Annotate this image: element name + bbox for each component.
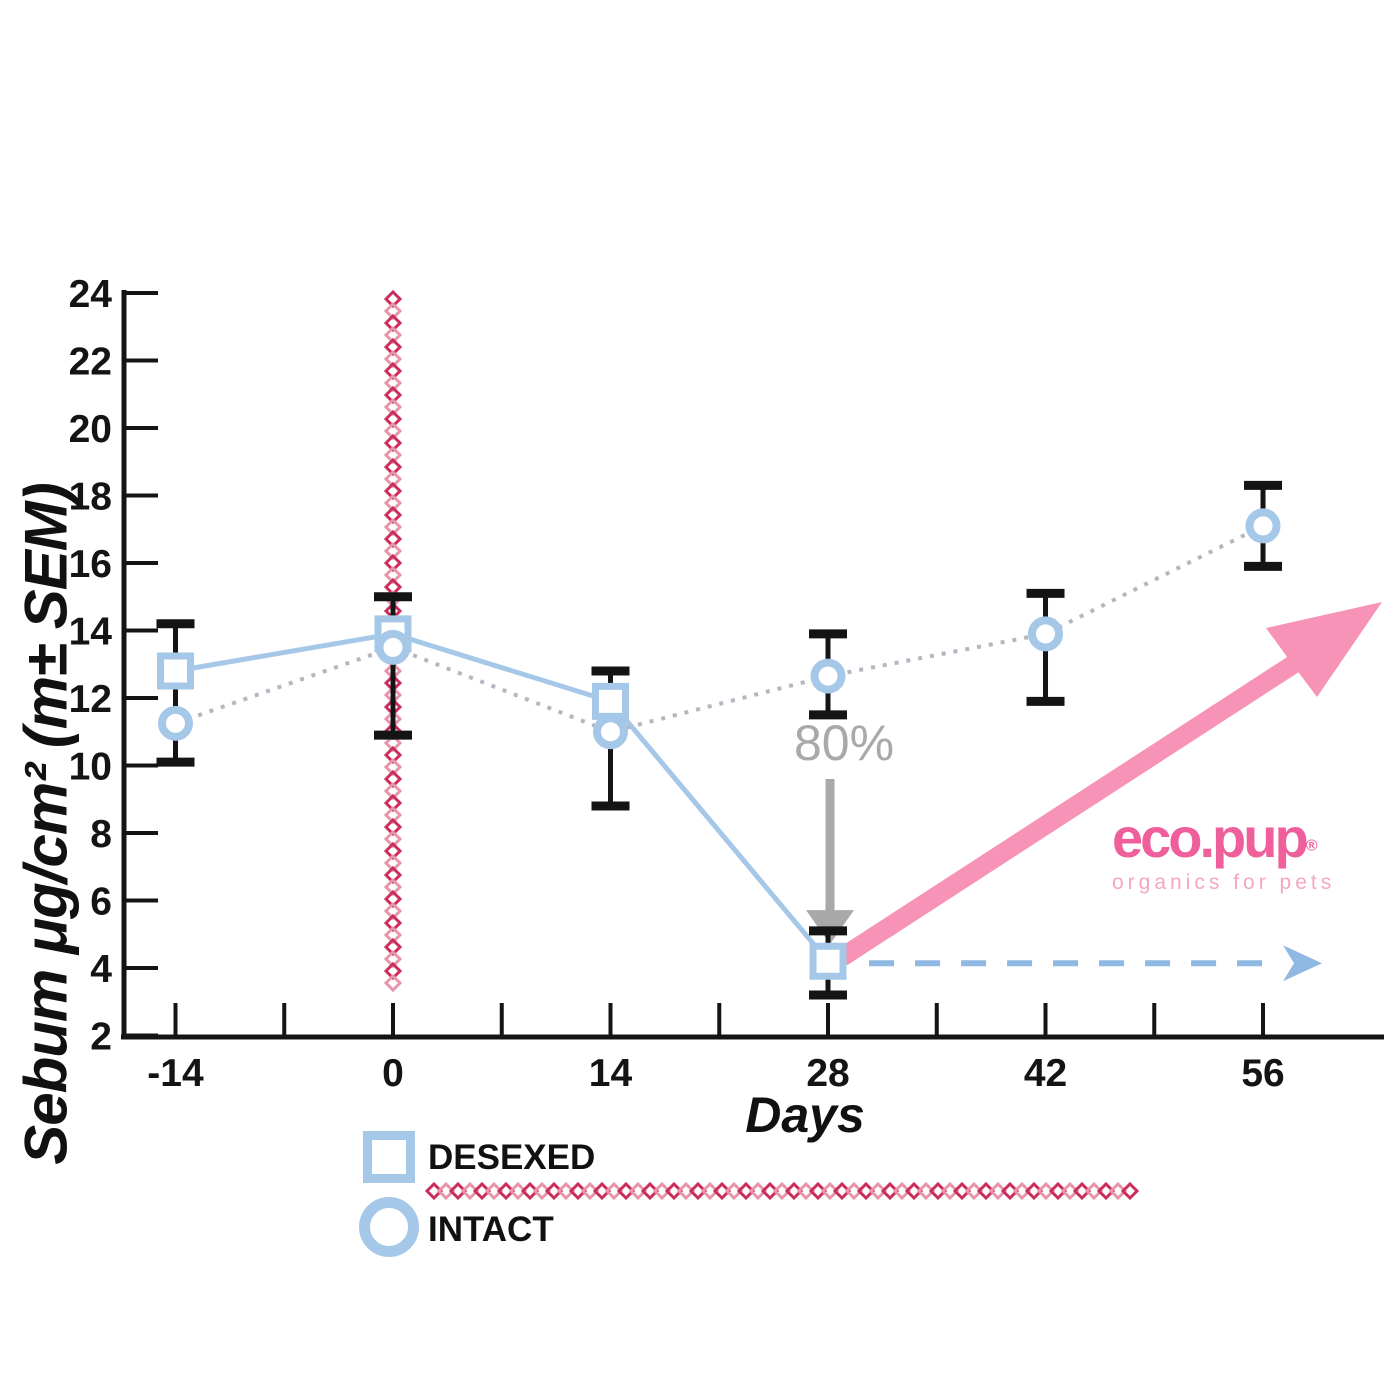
svg-text:28: 28: [806, 1052, 849, 1095]
legend-intact-circle-icon: [359, 1197, 419, 1257]
svg-text:4: 4: [90, 948, 112, 991]
dashed-projection-arrow: [869, 945, 1322, 982]
svg-text:42: 42: [1024, 1052, 1067, 1095]
svg-text:24: 24: [69, 273, 113, 316]
svg-text:22: 22: [69, 341, 112, 384]
series-line-intact: [174, 524, 1264, 734]
svg-text:14: 14: [69, 611, 113, 654]
svg-text:8: 8: [90, 813, 112, 856]
svg-text:14: 14: [589, 1052, 633, 1095]
svg-text:2: 2: [90, 1016, 112, 1059]
pink-trend-arrow: [836, 602, 1382, 966]
svg-text:0: 0: [382, 1052, 404, 1095]
svg-text:56: 56: [1241, 1052, 1284, 1095]
legend-diamond-line: [424, 1181, 1140, 1201]
error-bars: [156, 480, 1283, 1000]
ecopup-logo: eco.pup® organics for pets: [1112, 810, 1352, 894]
y-axis-title: Sebum μg/cm² (m± SEM): [12, 483, 80, 1165]
svg-text:-14: -14: [147, 1052, 204, 1095]
x-axis-title: Days: [745, 1087, 865, 1143]
svg-text:6: 6: [90, 881, 112, 924]
svg-text:18: 18: [69, 476, 112, 519]
series-line-desexed: [175, 631, 830, 963]
ecopup-tagline: organics for pets: [1112, 871, 1336, 894]
drop-percent-annotation: 80%: [793, 715, 895, 771]
gray-drop-arrow: [806, 779, 855, 945]
svg-text:20: 20: [69, 408, 112, 451]
legend-intact-label: INTACT: [428, 1210, 554, 1249]
series-markers-intact: [157, 508, 1281, 750]
series-markers-desexed: [156, 615, 847, 980]
registered-mark-icon: ®: [1305, 837, 1318, 855]
legend-desexed-square-icon: [363, 1131, 415, 1183]
svg-text:16: 16: [69, 543, 112, 586]
ecopup-wordmark: eco.pup: [1112, 806, 1309, 869]
svg-text:12: 12: [69, 678, 112, 721]
legend-desexed-label: DESEXED: [428, 1138, 596, 1177]
svg-text:10: 10: [69, 746, 112, 789]
